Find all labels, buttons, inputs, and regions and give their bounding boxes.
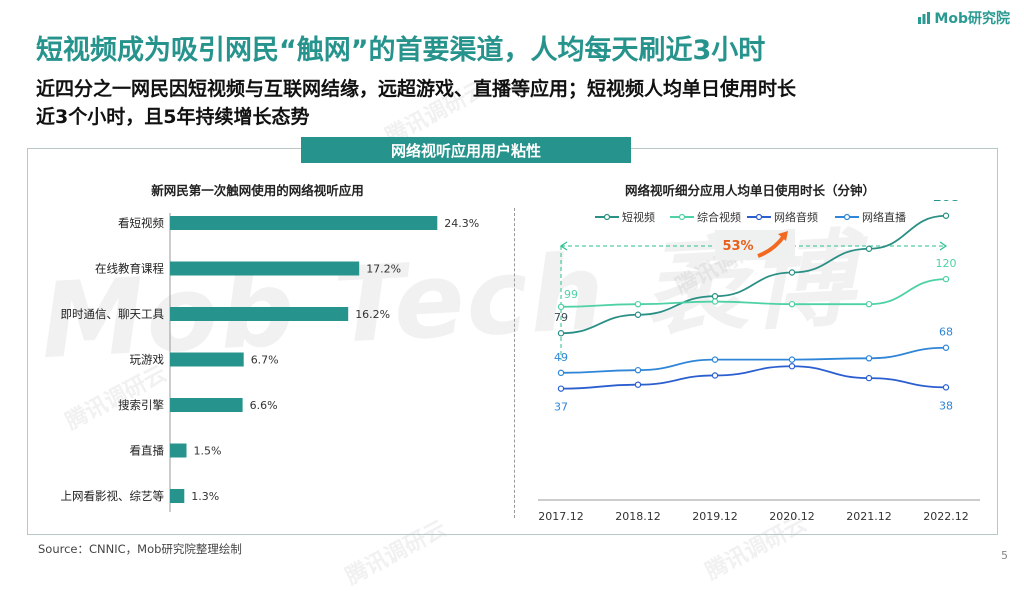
line-chart: 短视频 综合视频 网络音频 网络直播 2017.12 2018.12 2019.12 2020… bbox=[538, 200, 980, 523]
panel-banner: 网络视听应用用户粘性 bbox=[301, 137, 631, 163]
bar-value-label: 6.6% bbox=[250, 399, 278, 412]
series-1-point bbox=[711, 298, 719, 305]
data-label: 68 bbox=[939, 326, 953, 339]
series-2-point bbox=[557, 385, 565, 392]
x-tick-label: 2021.12 bbox=[846, 510, 892, 523]
subtitle-line-2: 近3个小时，且5年持续增长态势 bbox=[36, 106, 310, 128]
x-tick-label: 2018.12 bbox=[615, 510, 661, 523]
series-2-point bbox=[942, 384, 950, 391]
panel-divider bbox=[514, 208, 515, 518]
series-2-point bbox=[634, 381, 642, 388]
data-label: 120 bbox=[936, 257, 957, 270]
series-1-point bbox=[634, 300, 642, 308]
logo-text: Mob研究院 bbox=[934, 11, 1010, 27]
bar-category-label: 即时通信、聊天工具 bbox=[61, 307, 165, 321]
bar-category-label: 玩游戏 bbox=[130, 353, 165, 367]
series-0-point bbox=[865, 245, 873, 252]
legend-marker bbox=[755, 213, 763, 221]
logo-icon bbox=[918, 12, 931, 24]
bar-4 bbox=[170, 398, 243, 412]
series-1-point bbox=[865, 300, 873, 308]
series-1-point bbox=[557, 303, 565, 311]
page-number: 5 bbox=[1001, 549, 1008, 562]
legend-marker bbox=[603, 213, 611, 221]
legend-label: 网络音频 bbox=[774, 210, 818, 224]
bar-5 bbox=[170, 443, 187, 458]
series-0-point bbox=[557, 330, 565, 337]
data-label: 49 bbox=[554, 351, 568, 364]
data-label: 99 bbox=[564, 288, 578, 301]
series-0-point bbox=[788, 269, 796, 276]
growth-label: 53% bbox=[722, 239, 753, 254]
series-0-point bbox=[634, 311, 642, 318]
series-2-point bbox=[865, 374, 873, 382]
series-3-point bbox=[788, 356, 796, 363]
series-3-point bbox=[942, 344, 950, 351]
data-label: 37 bbox=[554, 401, 568, 414]
series-0-point bbox=[711, 293, 719, 300]
series-3-point bbox=[557, 369, 565, 377]
bar-value-label: 16.2% bbox=[355, 308, 390, 321]
series-1-point bbox=[788, 300, 796, 308]
legend-marker bbox=[678, 213, 686, 221]
growth-arrow-right bbox=[939, 241, 948, 251]
bar-value-label: 1.5% bbox=[194, 445, 222, 458]
series-2-point bbox=[788, 363, 796, 370]
bar-2 bbox=[170, 307, 349, 321]
data-label: 79 bbox=[554, 311, 568, 324]
x-tick-label: 2017.12 bbox=[538, 510, 584, 523]
bar-3 bbox=[170, 352, 244, 367]
x-tick-label: 2020.12 bbox=[769, 510, 815, 523]
legend-label: 网络直播 bbox=[862, 210, 906, 224]
bar-value-label: 1.3% bbox=[191, 490, 219, 503]
x-tick-label: 2019.12 bbox=[692, 510, 738, 523]
bar-chart: 看短视频 24.3% 在线教育课程 17.2% 即时通信、聊天工具 16.2% 玩游戏 6.7… bbox=[61, 213, 479, 512]
bar-value-label: 24.3% bbox=[444, 217, 479, 230]
series-3-point bbox=[634, 366, 642, 374]
series-line-1 bbox=[560, 278, 947, 308]
series-1-point bbox=[942, 275, 950, 283]
bar-category-label: 看直播 bbox=[130, 444, 165, 458]
bar-chart-title: 新网民第一次触网使用的网络视听应用 bbox=[151, 183, 364, 198]
growth-arrow bbox=[757, 234, 786, 258]
legend-label: 综合视频 bbox=[697, 210, 741, 224]
brand-logo: Mob研究院 bbox=[917, 8, 1010, 28]
bar-value-label: 17.2% bbox=[366, 263, 401, 276]
bar-category-label: 看短视频 bbox=[118, 216, 164, 230]
legend-label: 短视频 bbox=[622, 210, 655, 224]
series-3-point bbox=[865, 355, 873, 362]
data-label: 38 bbox=[939, 399, 953, 412]
bar-1 bbox=[170, 261, 360, 276]
growth-arrow-head bbox=[778, 231, 788, 241]
subtitle-line-1: 近四分之一网民因短视频与互联网结缘，远超游戏、直播等应用；短视频人均单日使用时长 bbox=[36, 78, 797, 100]
series-line-0 bbox=[560, 214, 947, 335]
growth-arrow-left bbox=[559, 241, 568, 251]
bar-value-label: 6.7% bbox=[251, 354, 279, 367]
series-line-3 bbox=[560, 346, 947, 374]
series-line-2 bbox=[560, 365, 947, 390]
legend-marker bbox=[843, 213, 851, 221]
bar-category-label: 搜索引擎 bbox=[118, 398, 164, 412]
x-tick-label: 2022.12 bbox=[923, 510, 969, 523]
bar-category-label: 上网看影视、综艺等 bbox=[61, 489, 165, 503]
bar-0 bbox=[170, 216, 438, 230]
line-chart-title: 网络视听细分应用人均单日使用时长（分钟） bbox=[624, 183, 875, 198]
series-3-point bbox=[711, 356, 719, 363]
page-title: 短视频成为吸引网民“触网”的首要渠道，人均每天刷近3小时 bbox=[36, 35, 766, 66]
source-note: Source：CNNIC，Mob研究院整理绘制 bbox=[38, 542, 242, 556]
bar-category-label: 在线教育课程 bbox=[95, 262, 164, 276]
series-2-point bbox=[711, 372, 719, 379]
data-label: 168 bbox=[932, 200, 959, 205]
bar-6 bbox=[170, 489, 185, 503]
series-0-point bbox=[942, 212, 950, 219]
